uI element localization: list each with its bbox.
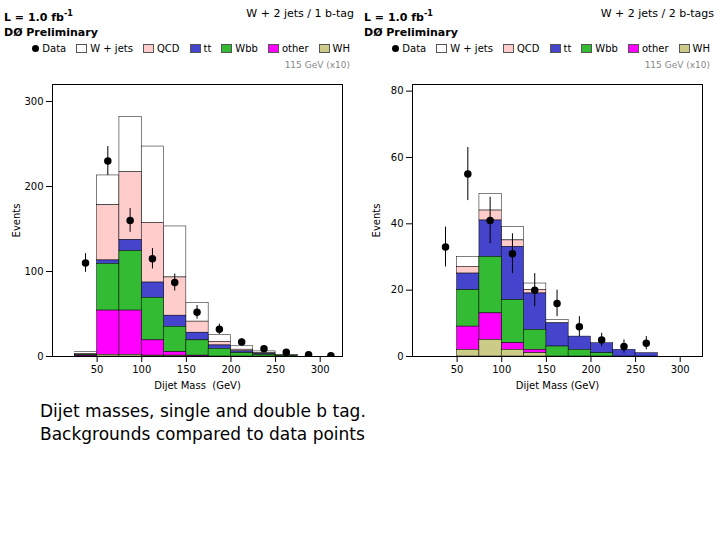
html-text:QCD: QCD: [156, 42, 180, 54]
svg-text:150: 150: [537, 363, 556, 374]
svg-text:20: 20: [391, 284, 404, 295]
svg-text:60: 60: [391, 151, 404, 162]
html-text:L = 1.0 fb-1: L = 1.0 fb-1: [364, 9, 433, 24]
html-text:Data: Data: [42, 42, 67, 54]
svg-text:40: 40: [391, 218, 404, 229]
svg-text:Dijet Mass (GeV): Dijet Mass (GeV): [516, 379, 600, 390]
html-text:115 GeV (x10): 115 GeV (x10): [284, 59, 350, 70]
svg-text:Events: Events: [371, 203, 382, 237]
html-text:other: other: [641, 42, 669, 54]
html-text:tt: tt: [203, 42, 212, 54]
html-text:Dijet masses, single and doubl: Dijet masses, single and double b tag.: [40, 400, 366, 421]
html-text:W + jets: W + jets: [90, 42, 133, 54]
svg-text:50: 50: [451, 363, 464, 374]
html-text:W + 2 jets / 2 b-tags: W + 2 jets / 2 b-tags: [600, 7, 714, 20]
svg-text:80: 80: [391, 85, 404, 96]
html-text:WH: WH: [692, 42, 710, 54]
svg-text:250: 250: [626, 363, 645, 374]
svg-text:Events: Events: [11, 203, 22, 237]
html-text:Backgrounds compared to data p: Backgrounds compared to data points: [40, 423, 365, 444]
html-text:W + jets: W + jets: [450, 42, 493, 54]
svg-text:300: 300: [311, 363, 330, 374]
html-text:DØ Preliminary: DØ Preliminary: [364, 25, 458, 39]
svg-text:200: 200: [24, 180, 43, 191]
svg-text:100: 100: [132, 363, 151, 374]
svg-text:50: 50: [91, 363, 104, 374]
html-text:Data: Data: [402, 42, 427, 54]
svg-text:0: 0: [397, 350, 403, 361]
html-text:tt: tt: [563, 42, 572, 54]
html-text:QCD: QCD: [516, 42, 540, 54]
html-text:W + 2 jets / 1 b-tag: W + 2 jets / 1 b-tag: [246, 7, 354, 20]
html-text:other: other: [281, 42, 309, 54]
html-text:L = 1.0 fb-1: L = 1.0 fb-1: [4, 9, 73, 24]
svg-text:200: 200: [221, 363, 240, 374]
svg-text:Dijet Mass (GeV): Dijet Mass (GeV): [154, 379, 241, 390]
html-text:Wbb: Wbb: [235, 42, 258, 54]
svg-text:150: 150: [177, 363, 196, 374]
svg-text:100: 100: [492, 363, 511, 374]
svg-text:100: 100: [24, 265, 43, 276]
html-text:115 GeV (x10): 115 GeV (x10): [644, 59, 710, 70]
html-text:Wbb: Wbb: [595, 42, 618, 54]
html-text:DØ Preliminary: DØ Preliminary: [4, 25, 98, 39]
svg-text:250: 250: [266, 363, 285, 374]
svg-text:200: 200: [581, 363, 600, 374]
svg-text:300: 300: [671, 363, 690, 374]
svg-text:300: 300: [24, 95, 43, 106]
svg-text:0: 0: [37, 350, 43, 361]
html-text:WH: WH: [332, 42, 350, 54]
